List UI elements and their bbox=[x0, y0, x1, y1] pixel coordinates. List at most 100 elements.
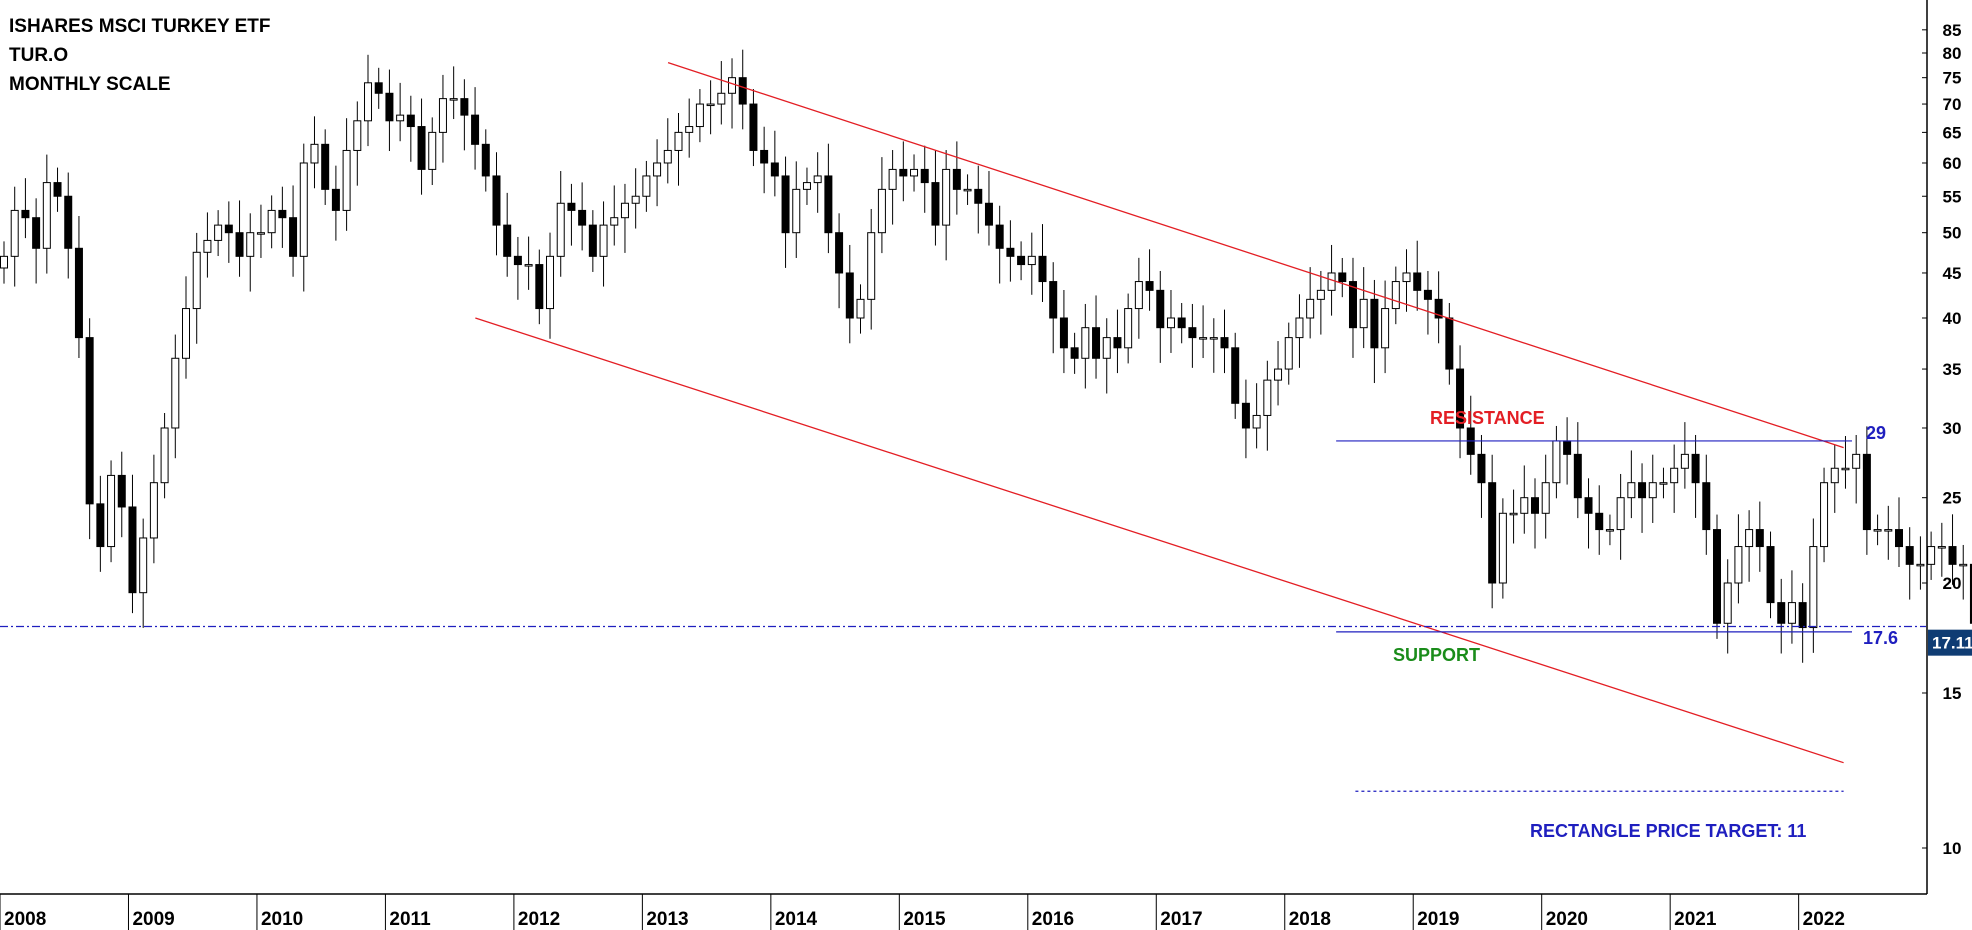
candle bbox=[1070, 332, 1079, 374]
candle-body bbox=[1359, 298, 1368, 329]
candle-body bbox=[963, 188, 972, 192]
title-line-3: MONTHLY SCALE bbox=[9, 74, 171, 95]
candle bbox=[1948, 514, 1957, 585]
candle-body bbox=[1306, 298, 1315, 319]
candle-body bbox=[1295, 317, 1304, 339]
candle-body bbox=[1841, 467, 1850, 471]
candle bbox=[1712, 514, 1721, 639]
candle bbox=[877, 157, 886, 254]
candle-body bbox=[1134, 281, 1143, 310]
candle bbox=[738, 49, 747, 130]
x-tick-label: 2018 bbox=[1289, 909, 1331, 930]
candle-body bbox=[1445, 317, 1454, 370]
candle bbox=[1359, 267, 1368, 349]
x-tick-label: 2019 bbox=[1417, 909, 1459, 930]
x-tick-label: 2014 bbox=[775, 909, 818, 930]
candle bbox=[64, 172, 73, 279]
candle bbox=[1488, 454, 1497, 609]
candle bbox=[910, 154, 919, 192]
candle bbox=[449, 66, 458, 120]
candle bbox=[1798, 583, 1807, 663]
candle bbox=[21, 178, 30, 239]
candle bbox=[1038, 224, 1047, 302]
candle bbox=[310, 116, 319, 189]
candle-body bbox=[1520, 497, 1529, 514]
candle bbox=[1680, 422, 1689, 489]
candle-body bbox=[738, 77, 747, 105]
candle-body bbox=[1166, 317, 1175, 329]
candle bbox=[1552, 425, 1561, 499]
y-tick-label: 80 bbox=[1943, 44, 1962, 63]
candle-body bbox=[21, 209, 30, 219]
x-tick-label: 2015 bbox=[903, 909, 946, 930]
candle bbox=[1852, 434, 1861, 504]
candle-body bbox=[1177, 317, 1186, 329]
candle bbox=[1691, 434, 1700, 518]
candle-body bbox=[599, 224, 608, 257]
candle-body bbox=[674, 131, 683, 151]
candle bbox=[42, 154, 51, 274]
candle-body bbox=[428, 131, 437, 170]
candle-body bbox=[353, 120, 362, 151]
candle bbox=[642, 160, 651, 212]
candle-body bbox=[1691, 453, 1700, 484]
y-axis-ticks: 10 15 20 25 30 35 40 45 50 55 60 65 70 75 80 85 bbox=[1922, 21, 1961, 858]
candle-body bbox=[835, 232, 844, 274]
y-tick-label: 85 bbox=[1943, 21, 1962, 40]
candle-body bbox=[685, 126, 694, 133]
candle-body bbox=[396, 114, 405, 122]
candle-body bbox=[1895, 529, 1903, 548]
candle-body bbox=[749, 103, 758, 151]
candle bbox=[1295, 294, 1304, 368]
candle-body bbox=[374, 82, 383, 94]
candle-body bbox=[182, 308, 191, 359]
candle bbox=[578, 182, 587, 251]
candle bbox=[1777, 578, 1786, 654]
x-tick-label: 2022 bbox=[1803, 909, 1845, 930]
x-tick-label: 2011 bbox=[389, 909, 431, 930]
candle bbox=[1755, 501, 1764, 572]
candle bbox=[685, 98, 694, 158]
candle-body bbox=[1006, 247, 1015, 257]
y-tick-label: 40 bbox=[1943, 309, 1962, 328]
candle bbox=[1638, 463, 1647, 533]
candle-body bbox=[1038, 255, 1047, 283]
candle bbox=[1177, 303, 1186, 344]
candle bbox=[706, 80, 715, 135]
candle-body bbox=[824, 175, 833, 234]
candle bbox=[171, 334, 180, 459]
candle-body bbox=[417, 126, 426, 170]
candle-body bbox=[760, 149, 769, 164]
candle-body bbox=[64, 195, 73, 249]
candle-body bbox=[770, 162, 779, 177]
candle-body bbox=[802, 182, 811, 190]
candle-body bbox=[1702, 482, 1711, 531]
candle-body bbox=[246, 232, 255, 257]
candle bbox=[278, 186, 287, 248]
candle bbox=[1541, 454, 1550, 539]
y-tick-label: 50 bbox=[1943, 224, 1962, 243]
y-tick-label: 25 bbox=[1943, 489, 1962, 508]
candle bbox=[631, 168, 640, 229]
candle-body bbox=[984, 202, 993, 226]
candle bbox=[1166, 289, 1175, 353]
candle-body bbox=[1830, 467, 1839, 484]
candle-body bbox=[888, 168, 897, 190]
candle bbox=[1241, 379, 1250, 459]
candle-body bbox=[1809, 546, 1818, 629]
candle-body bbox=[910, 168, 919, 177]
y-tick-label: 15 bbox=[1943, 684, 1962, 703]
candle bbox=[588, 210, 597, 272]
candle-body bbox=[1092, 327, 1101, 359]
candle bbox=[1263, 360, 1272, 451]
candle bbox=[653, 139, 662, 207]
candle-body bbox=[289, 217, 298, 257]
candle bbox=[1745, 510, 1754, 582]
candle bbox=[1220, 309, 1229, 374]
candle-body bbox=[96, 503, 105, 548]
candle bbox=[299, 143, 308, 292]
candle-body bbox=[1659, 482, 1668, 485]
candle-body bbox=[1862, 453, 1871, 531]
candle-body bbox=[10, 209, 19, 257]
candle bbox=[1498, 498, 1507, 599]
